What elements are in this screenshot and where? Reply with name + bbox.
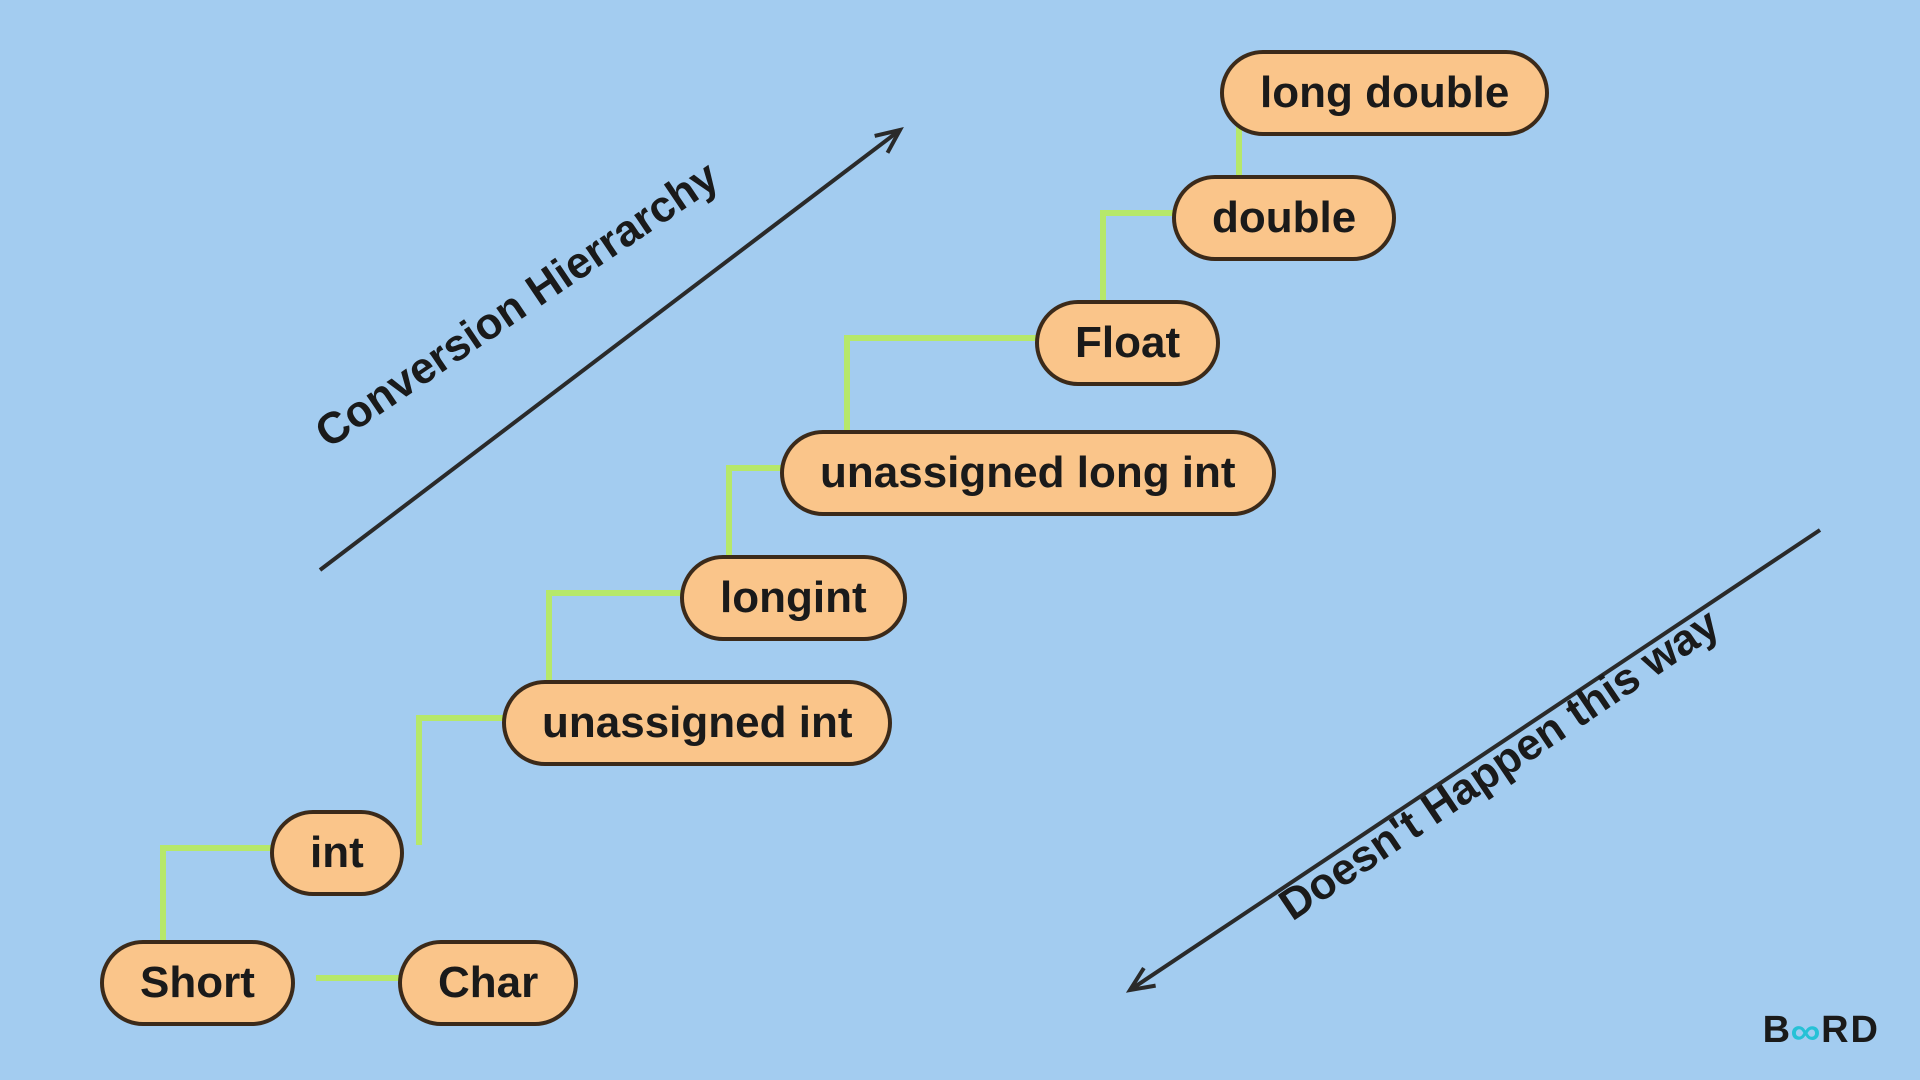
node-label: unassigned long int xyxy=(820,448,1236,497)
connector xyxy=(416,715,422,845)
logo-infinity-icon: ∞ xyxy=(1791,1011,1823,1054)
logo-text: B xyxy=(1763,1009,1792,1052)
node-label: Char xyxy=(438,958,538,1007)
up-arrow xyxy=(290,100,930,600)
node-uint: unassigned int xyxy=(502,680,892,766)
board-logo: B ∞ RD xyxy=(1763,1009,1880,1052)
node-short: Short xyxy=(100,940,295,1026)
connector xyxy=(316,975,404,981)
connector xyxy=(1100,210,1180,216)
node-label: Short xyxy=(140,958,255,1007)
node-ulongint: unassigned long int xyxy=(780,430,1276,516)
logo-text: RD xyxy=(1821,1009,1880,1052)
node-label: long double xyxy=(1260,68,1509,117)
connector xyxy=(160,845,278,851)
node-longdouble: long double xyxy=(1220,50,1549,136)
node-char: Char xyxy=(398,940,578,1026)
node-label: Float xyxy=(1075,318,1180,367)
node-label: int xyxy=(310,828,364,877)
node-label: unassigned int xyxy=(542,698,852,747)
node-label: double xyxy=(1212,193,1356,242)
connector xyxy=(416,715,510,721)
node-label: longint xyxy=(720,573,867,622)
node-double: double xyxy=(1172,175,1396,261)
node-longint: longint xyxy=(680,555,907,641)
node-int: int xyxy=(270,810,404,896)
node-float: Float xyxy=(1035,300,1220,386)
